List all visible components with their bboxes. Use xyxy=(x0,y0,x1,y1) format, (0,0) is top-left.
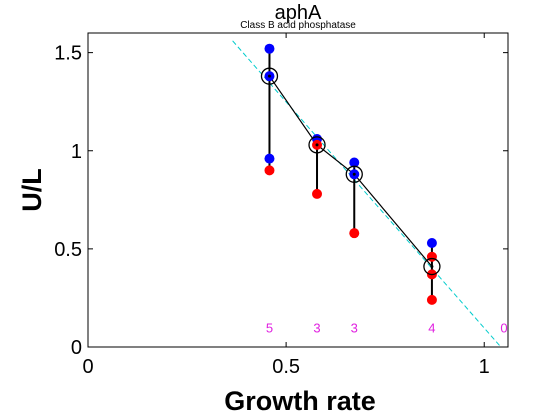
mean-center-dot xyxy=(315,143,319,147)
mean-line xyxy=(268,75,433,267)
red-point xyxy=(426,294,437,305)
chart-title: aphA xyxy=(275,2,322,24)
x-tick-label: 0 xyxy=(82,356,93,378)
count-label: 3 xyxy=(313,320,320,335)
x-tick-label: 0.5 xyxy=(272,356,300,378)
blue-point xyxy=(264,153,275,164)
count-label: 0 xyxy=(500,320,507,335)
y-tick-label: 1 xyxy=(71,141,82,163)
count-label: 4 xyxy=(428,320,435,335)
chart-subtitle: Class B acid phosphatase xyxy=(240,20,356,31)
mean-center-dot xyxy=(352,172,356,176)
y-tick-label: 1.5 xyxy=(54,43,82,65)
y-tick-label: 0.5 xyxy=(54,239,82,261)
count-label: 5 xyxy=(266,320,273,335)
y-axis-label: U/L xyxy=(17,168,47,212)
red-point xyxy=(349,228,360,239)
blue-point xyxy=(426,237,437,248)
blue-point xyxy=(264,43,275,54)
red-point xyxy=(312,188,323,199)
count-label: 3 xyxy=(351,320,358,335)
blue-point xyxy=(349,157,360,168)
mean-center-dot xyxy=(430,265,434,269)
x-axis-label: Growth rate xyxy=(224,386,376,416)
mean-circle xyxy=(345,165,363,183)
axes-box xyxy=(87,32,509,348)
y-tick-label: 0 xyxy=(71,337,82,359)
mean-circle xyxy=(260,67,279,85)
mean-circle xyxy=(423,257,441,276)
red-point xyxy=(264,165,275,176)
x-tick-label: 1 xyxy=(479,356,490,378)
mean-center-dot xyxy=(267,74,271,78)
fit-line xyxy=(232,40,502,347)
red-point xyxy=(426,251,437,262)
mean-circle xyxy=(308,136,326,154)
